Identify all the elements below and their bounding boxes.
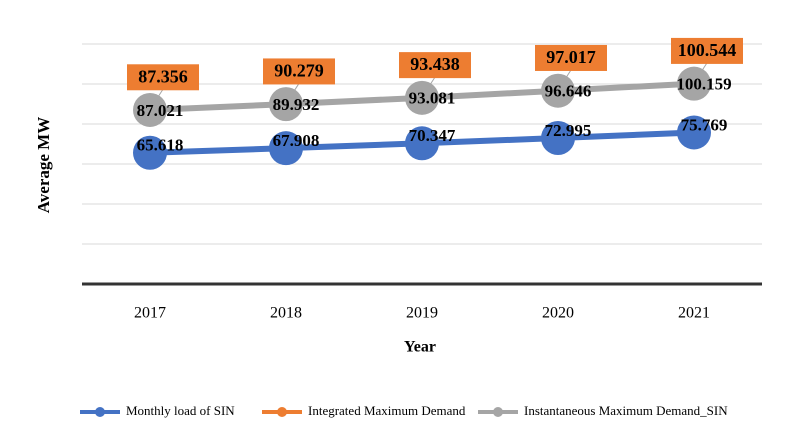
legend-marker — [277, 407, 287, 417]
marker — [541, 73, 575, 108]
legend-marker — [95, 407, 105, 417]
data-label: 72.995 — [545, 121, 592, 140]
data-label: 87.021 — [137, 101, 184, 120]
data-label-box — [535, 44, 607, 71]
data-label: 93.438 — [410, 54, 460, 74]
x-axis-label: Year — [404, 339, 436, 356]
marker — [677, 115, 711, 150]
marker — [269, 131, 303, 166]
data-label: 97.017 — [546, 47, 596, 67]
data-label: 89.932 — [273, 95, 320, 114]
legend-label: Integrated Maximum Demand — [308, 403, 466, 418]
x-tick-label: 2019 — [406, 305, 438, 322]
data-label: 90.279 — [274, 61, 324, 81]
data-label: 100.544 — [678, 40, 737, 60]
marker — [133, 135, 167, 170]
data-label: 87.356 — [138, 66, 188, 86]
marker — [405, 126, 439, 161]
data-label-box — [127, 64, 199, 91]
y-axis-label: Average MW — [34, 117, 53, 213]
data-label: 100.159 — [676, 75, 731, 94]
data-label: 67.908 — [273, 131, 320, 150]
x-tick-label: 2020 — [542, 305, 574, 322]
data-label: 96.646 — [545, 82, 592, 101]
legend-label: Instantaneous Maximum Demand_SIN — [524, 403, 728, 418]
data-label-box — [263, 58, 335, 85]
data-label-box — [671, 37, 743, 64]
data-label: 65.618 — [137, 136, 184, 155]
legend-marker — [493, 407, 503, 417]
marker — [133, 92, 167, 127]
data-label: 75.769 — [681, 115, 728, 134]
marker — [541, 121, 575, 156]
x-tick-label: 2021 — [678, 305, 710, 322]
x-tick-label: 2018 — [270, 305, 302, 322]
marker — [677, 66, 711, 101]
marker — [405, 80, 439, 115]
x-tick-label: 2017 — [134, 305, 166, 322]
data-label-box — [399, 52, 471, 79]
data-label: 70.347 — [409, 126, 456, 145]
marker — [269, 87, 303, 122]
legend-label: Monthly load of SIN — [126, 403, 235, 418]
data-label: 93.081 — [409, 89, 456, 108]
